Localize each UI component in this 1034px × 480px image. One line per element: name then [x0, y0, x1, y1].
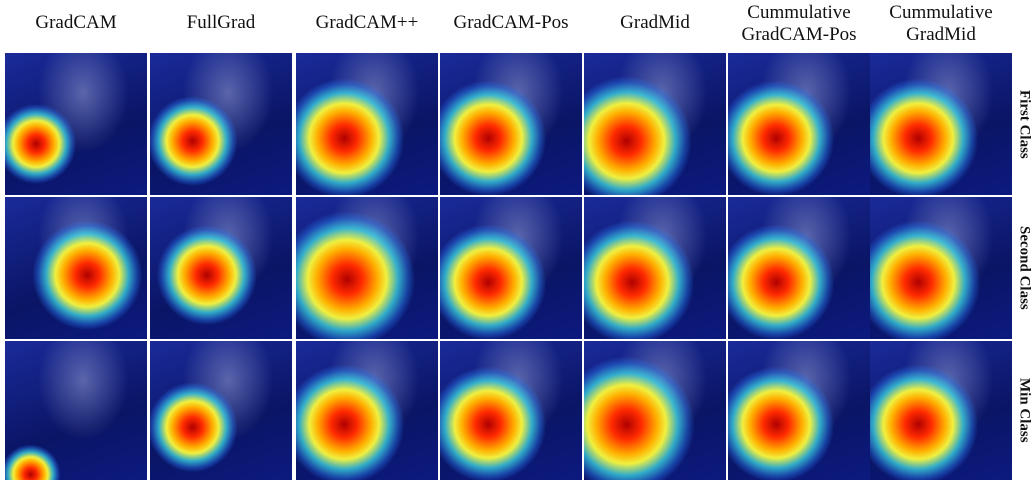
heatmap-image	[5, 341, 147, 480]
heatmap-image	[150, 341, 292, 480]
row-label-text: Second Class	[1016, 226, 1033, 310]
header-line: GradCAM-Pos	[728, 24, 870, 46]
header-line: GradCAM-Pos	[440, 12, 582, 34]
column-header: GradCAM	[5, 12, 147, 34]
row-label: Second Class	[1016, 197, 1032, 339]
row-label: Min Class	[1016, 341, 1032, 480]
heatmap-image	[584, 197, 726, 339]
heatmap-image	[870, 53, 1012, 195]
heatmap-image	[296, 53, 438, 195]
column-header: GradMid	[584, 12, 726, 34]
heatmap-image	[728, 53, 870, 195]
column-header: GradCAM-Pos	[440, 12, 582, 34]
column-header: GradCAM++	[296, 12, 438, 34]
heatmap-image	[870, 197, 1012, 339]
row-label-text: First Class	[1016, 90, 1033, 159]
header-line: GradMid	[584, 12, 726, 34]
header-line: GradMid	[870, 24, 1012, 46]
header-line: FullGrad	[150, 12, 292, 34]
heatmap-image	[5, 197, 147, 339]
header-line: Cummulative	[728, 2, 870, 24]
heatmap-image	[584, 341, 726, 480]
figure-page: GradCAMFullGradGradCAM++GradCAM-PosGradM…	[0, 0, 1034, 480]
heatmap-image	[728, 341, 870, 480]
heatmap-image	[440, 53, 582, 195]
heatmap-image	[728, 197, 870, 339]
column-header: FullGrad	[150, 12, 292, 34]
heatmap-image	[150, 53, 292, 195]
header-line: GradCAM	[5, 12, 147, 34]
heatmap-image	[440, 341, 582, 480]
header-line: GradCAM++	[296, 12, 438, 34]
heatmap-image	[440, 197, 582, 339]
row-label-text: Min Class	[1016, 378, 1033, 443]
heatmap-image	[150, 197, 292, 339]
heatmap-image	[5, 53, 147, 195]
row-label: First Class	[1016, 53, 1032, 195]
heatmap-image	[296, 341, 438, 480]
header-line: Cummulative	[870, 2, 1012, 24]
heatmap-image	[870, 341, 1012, 480]
heatmap-image	[584, 53, 726, 195]
heatmap-image	[296, 197, 438, 339]
